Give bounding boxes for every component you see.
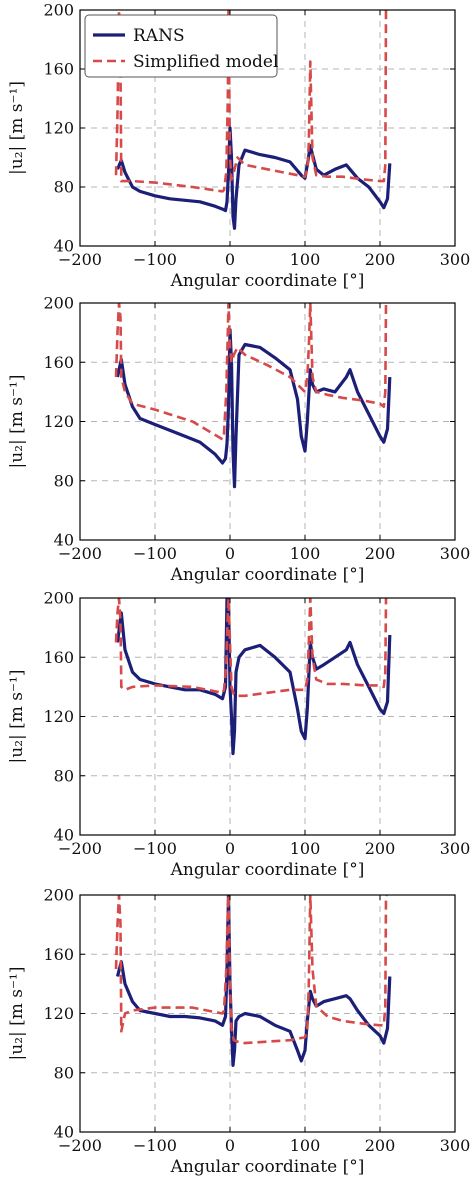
- y-tick-label: 40: [54, 826, 74, 845]
- y-axis-label: |u₂| [m s⁻¹]: [7, 670, 27, 764]
- y-tick-label: 40: [54, 531, 74, 550]
- y-tick-label: 160: [43, 648, 74, 667]
- x-axis-label: Angular coordinate [°]: [170, 271, 365, 291]
- y-tick-label: 200: [43, 886, 74, 905]
- x-tick-label: 100: [290, 839, 321, 858]
- x-tick-label: 100: [290, 544, 321, 563]
- x-tick-label: 100: [290, 1136, 321, 1155]
- x-tick-label: −200: [58, 1136, 102, 1155]
- x-tick-label: −100: [133, 250, 177, 269]
- y-tick-label: 120: [43, 1004, 74, 1023]
- x-tick-label: −100: [133, 544, 177, 563]
- y-tick-label: 40: [54, 1123, 74, 1142]
- y-axis-label: |u₂| [m s⁻¹]: [7, 967, 27, 1061]
- x-axis-label: Angular coordinate [°]: [170, 565, 365, 585]
- x-tick-label: 100: [290, 250, 321, 269]
- series-line-simplified-model: [114, 598, 388, 698]
- series-line-simplified-model: [114, 303, 388, 441]
- y-tick-label: 120: [43, 412, 74, 431]
- y-axis-label: |u₂| [m s⁻¹]: [7, 81, 27, 175]
- series-line-simplified-model: [114, 10, 388, 193]
- legend: RANS Simplified model: [84, 14, 278, 78]
- y-tick-label: 160: [43, 353, 74, 372]
- x-tick-label: −200: [58, 544, 102, 563]
- x-tick-label: 0: [225, 250, 235, 269]
- x-tick-label: 200: [365, 839, 396, 858]
- x-tick-label: 300: [440, 250, 471, 269]
- x-tick-label: −100: [133, 839, 177, 858]
- x-tick-label: 0: [225, 1136, 235, 1155]
- y-tick-label: 120: [43, 707, 74, 726]
- y-tick-label: 120: [43, 119, 74, 138]
- x-tick-label: 300: [440, 1136, 471, 1155]
- legend-label: Simplified model: [133, 52, 278, 72]
- x-tick-label: 0: [225, 839, 235, 858]
- x-tick-label: 300: [440, 544, 471, 563]
- x-tick-label: 200: [365, 544, 396, 563]
- y-tick-label: 160: [43, 60, 74, 79]
- x-tick-label: 0: [225, 544, 235, 563]
- y-tick-label: 80: [54, 1063, 74, 1082]
- x-tick-label: −200: [58, 839, 102, 858]
- x-tick-label: 200: [365, 250, 396, 269]
- y-tick-label: 200: [43, 589, 74, 608]
- legend-label: RANS: [133, 26, 185, 46]
- series-line-rans: [116, 126, 392, 230]
- y-tick-label: 80: [54, 766, 74, 785]
- legend-box: [84, 14, 278, 78]
- x-tick-label: −100: [133, 1136, 177, 1155]
- x-tick-label: 200: [365, 1136, 396, 1155]
- series-line-rans: [115, 328, 392, 489]
- y-tick-label: 40: [54, 237, 74, 256]
- y-tick-label: 80: [54, 178, 74, 197]
- x-axis-label: Angular coordinate [°]: [170, 860, 365, 880]
- x-axis-label: Angular coordinate [°]: [170, 1157, 365, 1177]
- x-tick-label: 300: [440, 839, 471, 858]
- y-tick-label: 200: [43, 1, 74, 20]
- y-axis-label: |u₂| [m s⁻¹]: [7, 375, 27, 469]
- y-tick-label: 200: [43, 294, 74, 313]
- x-tick-label: −200: [58, 250, 102, 269]
- y-tick-label: 160: [43, 945, 74, 964]
- y-tick-label: 80: [54, 471, 74, 490]
- series-line-rans: [115, 895, 392, 1067]
- series-line-rans: [115, 598, 392, 756]
- series-line-simplified-model: [114, 895, 388, 1045]
